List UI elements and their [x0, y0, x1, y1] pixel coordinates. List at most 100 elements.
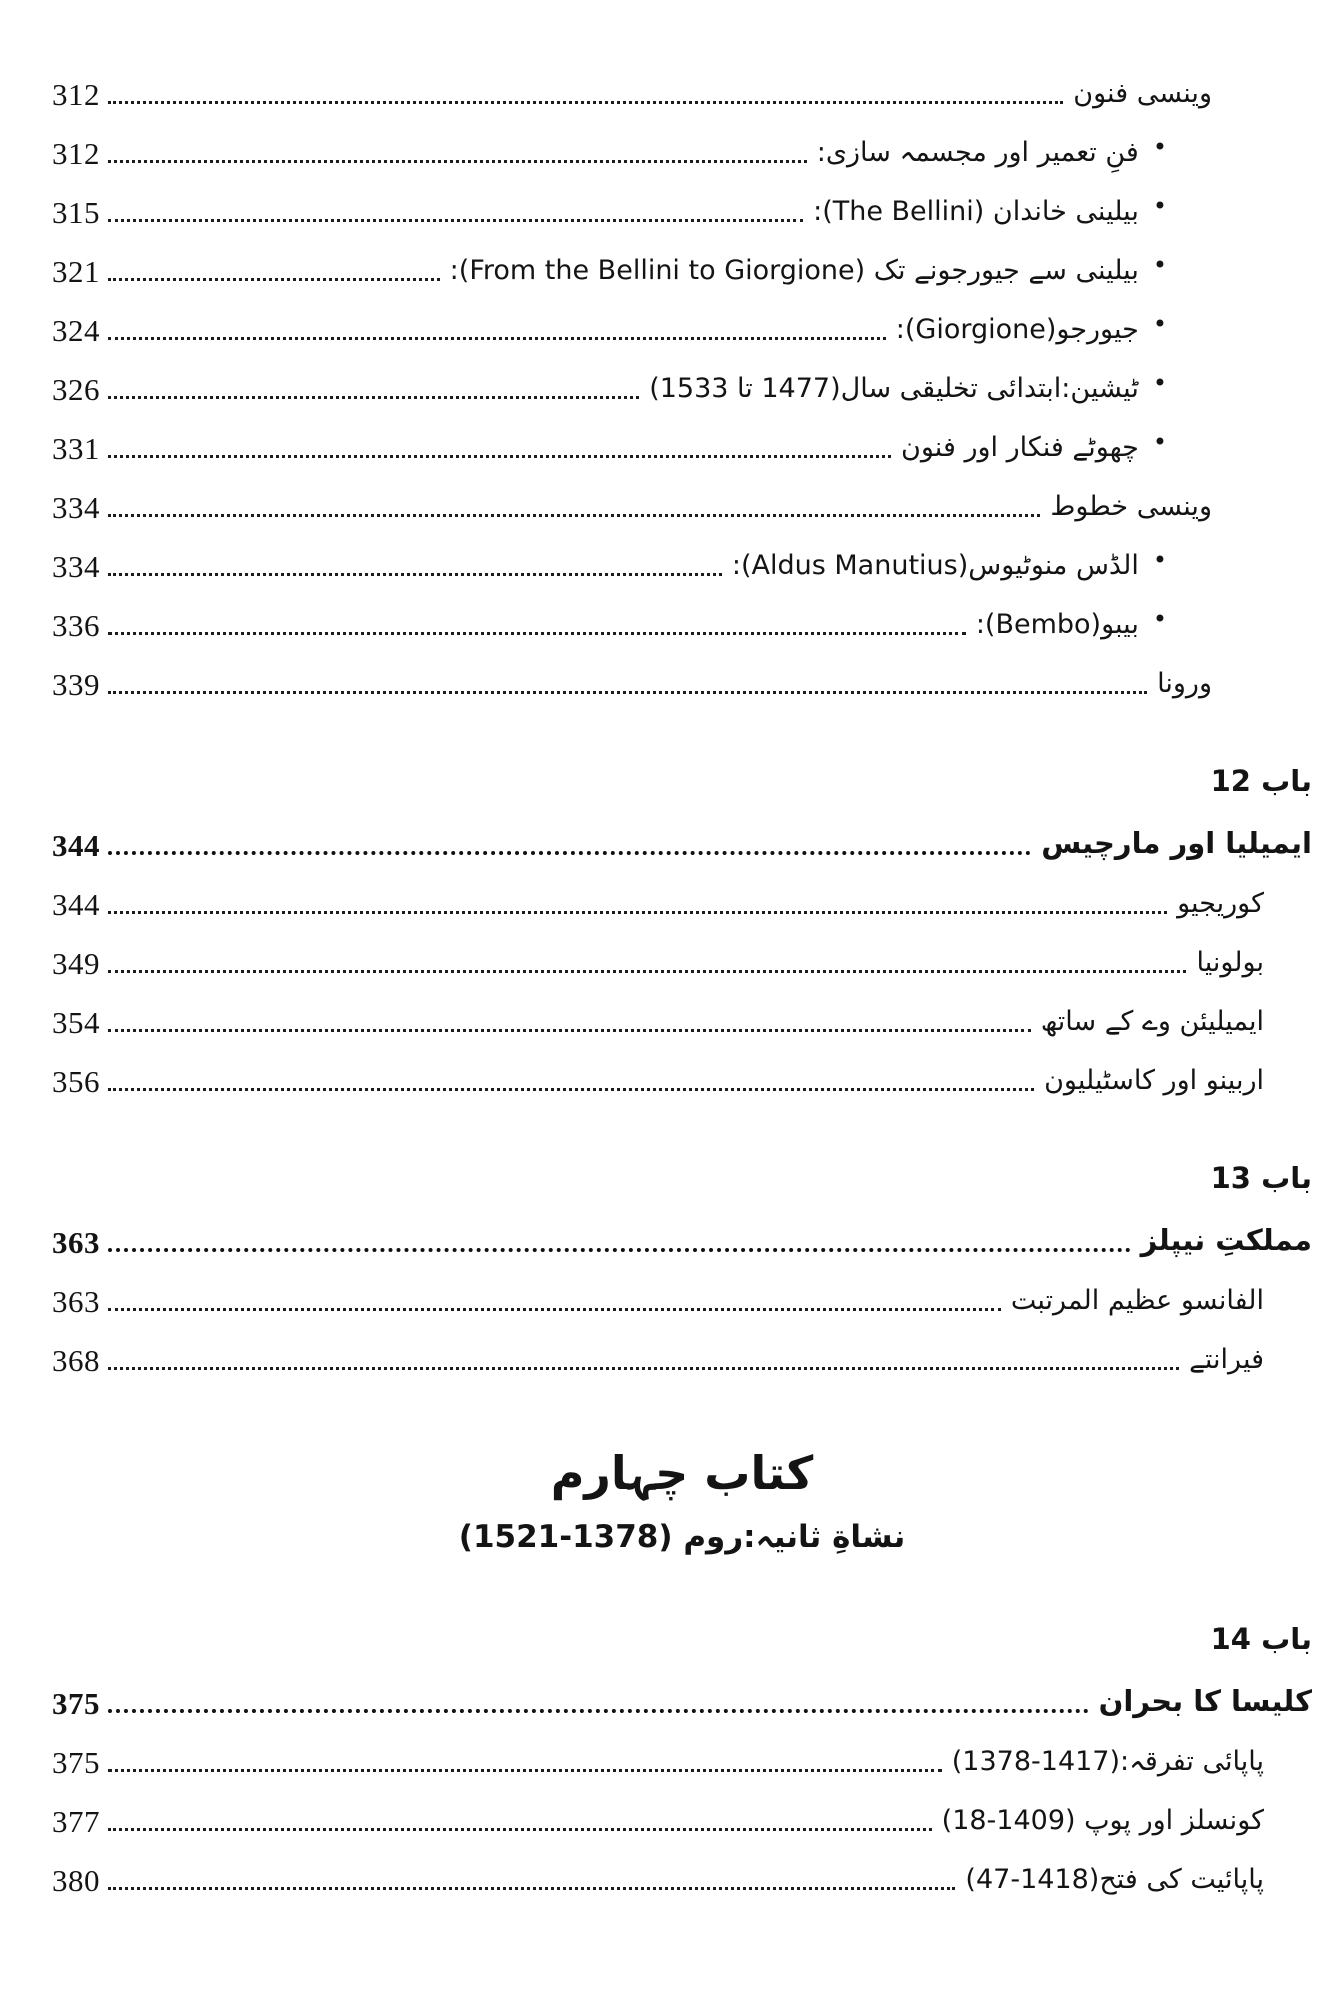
bullet-icon: • — [1152, 428, 1167, 456]
toc-dot-leader — [108, 1887, 956, 1891]
toc-page-number: 344 — [52, 828, 100, 863]
toc-entry-title: بولونیا — [1196, 946, 1264, 978]
toc-dot-leader — [108, 691, 1148, 694]
toc-entry-row: ایمیلیئن وے کے ساتھ 354 — [52, 983, 1312, 1042]
toc-entry-row: ایمیلیا اور مارچیس 344 — [52, 806, 1312, 865]
toc-entry-row: • بیلینی سے جیورجونے تک (From the Bellini… — [52, 232, 1312, 291]
toc-entry-row: وینسی فنون 312 — [52, 55, 1312, 114]
toc-page-number: 363 — [52, 1284, 100, 1319]
toc-dot-leader — [108, 1029, 1031, 1032]
toc-dot-leader — [108, 396, 640, 399]
toc-entry-title: پاپائیت کی فتح(1418-47) — [965, 1863, 1264, 1895]
toc-entry-row: اربینو اور کاسٹیلیون 356 — [52, 1042, 1312, 1101]
toc-entry-title: فیرانتے — [1189, 1343, 1264, 1375]
toc-dot-leader — [108, 970, 1187, 973]
toc-dot-leader — [108, 455, 892, 458]
book-title: کتاب چہارم — [550, 1446, 814, 1500]
toc-page-number: 312 — [52, 136, 100, 171]
toc-entry-title: پاپائی تفرقہ:(1417-1378) — [951, 1745, 1264, 1777]
toc-entry-row: • الڈس منوٹیوس(Aldus Manutius): 334 — [52, 527, 1312, 586]
toc-entry-title: فنِ تعمیر اور مجسمہ سازی: — [816, 136, 1139, 168]
toc: وینسی فنون 312 • فنِ تعمیر اور مجسمہ سازی: 3… — [52, 55, 1312, 1900]
toc-entry-title: الڈس منوٹیوس(Aldus Manutius): — [731, 549, 1139, 581]
toc-entry-title: کونسلز اور پوپ (1409-18) — [941, 1804, 1264, 1836]
book-heading: کتاب چہارم نشاةِ ثانیہ:روم (1378-1521) — [52, 1440, 1312, 1562]
toc-entry-row: مملکتِ نیپلز 363 — [52, 1203, 1312, 1262]
toc-entry-row: ورونا 339 — [52, 645, 1312, 704]
toc-page-number: 375 — [52, 1745, 100, 1781]
toc-page-number: 349 — [52, 946, 100, 981]
toc-page-number: 334 — [52, 490, 100, 525]
toc-page-number: 363 — [52, 1225, 100, 1260]
toc-entry-title: کوریجیو — [1177, 887, 1264, 919]
toc-entry-title: ٹیشین:ابتدائی تخلیقی سال(1477 تا 1533) — [649, 372, 1139, 404]
toc-page-number: 380 — [52, 1863, 100, 1899]
toc-entry-row: • بیبو(Bembo): 336 — [52, 586, 1312, 645]
toc-page-number: 354 — [52, 1005, 100, 1040]
toc-dot-leader — [108, 1088, 1035, 1091]
toc-entry-row: پاپائی تفرقہ:(1417-1378) 375 — [52, 1723, 1312, 1782]
chapter-heading: باب 12 — [1210, 764, 1312, 798]
toc-entry-row: وینسی خطوط 334 — [52, 468, 1312, 527]
toc-page-number: 326 — [52, 372, 100, 407]
toc-entry-row: کوریجیو 344 — [52, 865, 1312, 924]
toc-dot-leader — [108, 337, 886, 340]
toc-page-number: 312 — [52, 77, 100, 112]
toc-page-number: 339 — [52, 667, 100, 702]
toc-entry-row: • بیلینی خاندان (The Bellini): 315 — [52, 173, 1312, 232]
toc-dot-leader — [108, 1367, 1180, 1370]
chapter-heading: باب 13 — [1210, 1161, 1312, 1195]
bullet-icon: • — [1152, 369, 1167, 397]
toc-page-number: 368 — [52, 1343, 100, 1378]
toc-entry-title: بیلینی خاندان (The Bellini): — [813, 195, 1139, 227]
bullet-icon: • — [1152, 133, 1167, 161]
toc-entry-title: ورونا — [1157, 667, 1212, 699]
toc-entry-title: جیورجو(Giorgione): — [895, 313, 1139, 345]
toc-dot-leader — [108, 1828, 932, 1832]
toc-entry-row: کونسلز اور پوپ (1409-18) 377 — [52, 1782, 1312, 1841]
toc-entry-row: • جیورجو(Giorgione): 324 — [52, 291, 1312, 350]
toc-entry-title: بیبو(Bembo): — [975, 608, 1139, 640]
toc-dot-leader — [108, 1709, 1089, 1714]
toc-entry-row: الفانسو عظیم المرتبت 363 — [52, 1262, 1312, 1321]
toc-dot-leader — [108, 101, 1064, 104]
toc-dot-leader — [108, 160, 807, 163]
bullet-icon: • — [1152, 546, 1167, 574]
toc-page-number: 356 — [52, 1064, 100, 1099]
toc-dot-leader — [108, 1308, 1001, 1311]
toc-dot-leader — [108, 851, 1032, 855]
toc-entry-title: ایمیلیئن وے کے ساتھ — [1040, 1005, 1264, 1037]
toc-dot-leader — [108, 632, 966, 635]
toc-entry-title: وینسی فنون — [1073, 77, 1212, 109]
toc-dot-leader — [108, 219, 804, 222]
toc-dot-leader — [108, 1769, 942, 1773]
toc-entry-row: • ٹیشین:ابتدائی تخلیقی سال(1477 تا 1533) 3… — [52, 350, 1312, 409]
toc-entry-title: مملکتِ نیپلز — [1140, 1222, 1312, 1257]
toc-dot-leader — [108, 278, 440, 281]
toc-dot-leader — [108, 573, 722, 576]
toc-page-number: 315 — [52, 195, 100, 230]
toc-page-number: 375 — [52, 1686, 100, 1722]
toc-entry-row: • فنِ تعمیر اور مجسمہ سازی: 312 — [52, 114, 1312, 173]
chapter-heading: باب 14 — [1210, 1622, 1312, 1657]
toc-entry-title: کلیسا کا بحران — [1098, 1683, 1312, 1718]
toc-entry-row: فیرانتے 368 — [52, 1321, 1312, 1380]
toc-entry-title: چھوٹے فنکار اور فنون — [901, 431, 1139, 463]
toc-page-number: 334 — [52, 549, 100, 584]
toc-entry-row: پاپائیت کی فتح(1418-47) 380 — [52, 1841, 1312, 1900]
toc-dot-leader — [108, 514, 1041, 517]
toc-page-number: 377 — [52, 1804, 100, 1840]
toc-page-number: 331 — [52, 431, 100, 466]
toc-entry-title: وینسی خطوط — [1050, 490, 1212, 522]
toc-dot-leader — [108, 1248, 1131, 1252]
toc-page-number: 324 — [52, 313, 100, 348]
book-subtitle: نشاةِ ثانیہ:روم (1378-1521) — [458, 1518, 906, 1555]
toc-entry-title: ایمیلیا اور مارچیس — [1041, 825, 1312, 860]
toc-entry-title: بیلینی سے جیورجونے تک (From the Bellini … — [449, 254, 1139, 286]
toc-dot-leader — [108, 911, 1168, 914]
bullet-icon: • — [1152, 251, 1167, 279]
toc-entry-row: کلیسا کا بحران 375 — [52, 1664, 1312, 1723]
toc-entry-row: • چھوٹے فنکار اور فنون 331 — [52, 409, 1312, 468]
bullet-icon: • — [1152, 310, 1167, 338]
